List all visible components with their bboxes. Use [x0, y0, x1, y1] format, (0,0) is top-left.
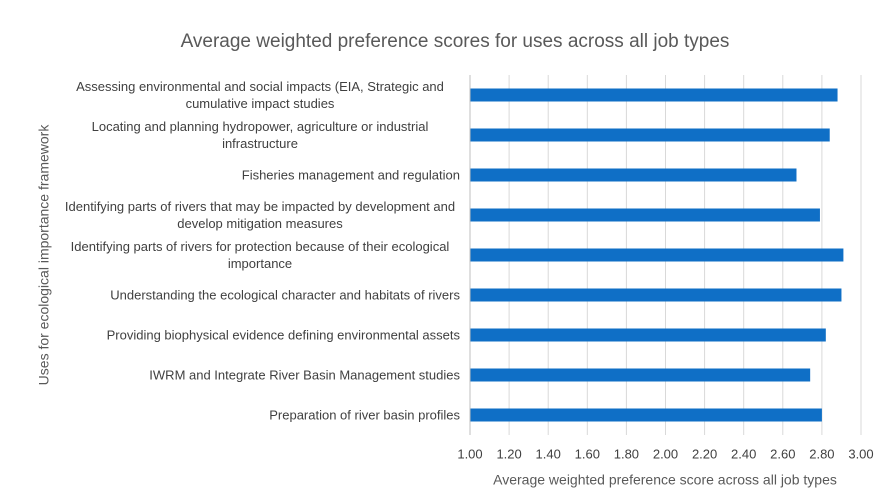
x-tick-label: 1.60: [575, 446, 600, 461]
category-label-box: Assessing environmental and social impac…: [60, 78, 460, 112]
x-tick-label: 2.00: [653, 446, 678, 461]
bar: [470, 328, 826, 342]
category-label-box: Identifying parts of rivers that may be …: [60, 198, 460, 232]
bar: [470, 88, 838, 102]
y-tick-label: Providing biophysical evidence defining …: [106, 327, 460, 343]
x-tick-label: 1.00: [457, 446, 482, 461]
y-tick-label: Understanding the ecological character a…: [110, 287, 460, 303]
category-label-box: Providing biophysical evidence defining …: [60, 327, 460, 344]
bar: [470, 128, 830, 142]
y-tick-label: Identifying parts of rivers that may be …: [64, 199, 456, 231]
category-label-box: IWRM and Integrate River Basin Managemen…: [60, 367, 460, 384]
chart-title: Average weighted preference scores for u…: [181, 31, 730, 52]
category-label-box: Understanding the ecological character a…: [60, 287, 460, 304]
x-tick-label: 1.40: [536, 446, 561, 461]
x-tick-label: 3.00: [848, 446, 873, 461]
bar: [470, 208, 820, 222]
y-tick-label: Identifying parts of rivers for protecti…: [70, 239, 450, 271]
bar: [470, 168, 797, 182]
y-tick-label: Assessing environmental and social impac…: [76, 79, 444, 111]
y-tick-label: Preparation of river basin profiles: [269, 407, 460, 423]
x-tick-label: 1.20: [496, 446, 521, 461]
x-tick-label: 2.80: [809, 446, 834, 461]
category-label-box: Preparation of river basin profiles: [60, 407, 460, 424]
x-tick-label: 1.80: [614, 446, 639, 461]
category-label-box: Fisheries management and regulation: [60, 167, 460, 184]
x-axis-label: Average weighted preference score across…: [493, 472, 837, 488]
y-axis-label: Uses for ecological importance framework: [36, 124, 52, 386]
bar: [470, 408, 822, 422]
bar: [470, 248, 844, 262]
y-tick-label: IWRM and Integrate River Basin Managemen…: [149, 367, 460, 383]
bar: [470, 288, 842, 302]
y-tick-label: Fisheries management and regulation: [241, 167, 460, 183]
bar: [470, 368, 811, 382]
category-label-box: Identifying parts of rivers for protecti…: [60, 238, 460, 272]
x-tick-label: 2.20: [692, 446, 717, 461]
category-label-box: Locating and planning hydropower, agricu…: [60, 118, 460, 152]
x-tick-label: 2.40: [731, 446, 756, 461]
x-tick-label: 2.60: [770, 446, 795, 461]
y-tick-label: Locating and planning hydropower, agricu…: [91, 119, 429, 151]
